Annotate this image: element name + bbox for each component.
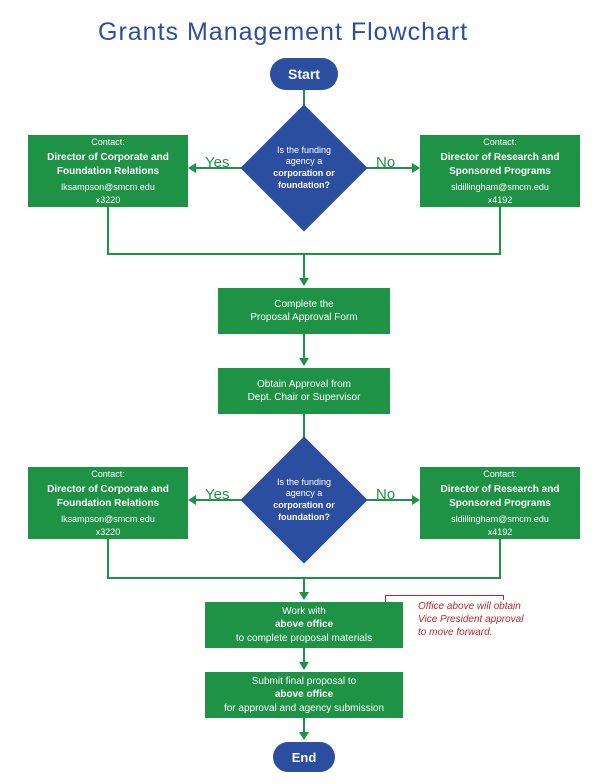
start-node: Start [270,58,338,90]
decision-funding-2-text: Is the funding agency a corporation or f… [254,472,354,528]
edge [303,253,501,255]
text: Contact: [91,136,125,148]
annotation-leader [385,595,503,596]
text: Is the funding [277,145,331,157]
contact-research-1: Contact: Director of Research and Sponso… [420,135,580,207]
step-complete-proposal-form: Complete the Proposal Approval Form [218,288,390,334]
edge [499,539,501,577]
contact-research-2: Contact: Director of Research and Sponso… [420,467,580,539]
edge-label-yes-1: Yes [205,154,229,171]
annotation-vp-approval: Office above will obtain Vice President … [418,600,523,639]
edge-label-yes-2: Yes [205,486,229,503]
arrowhead [299,732,309,740]
text: x3220 [96,526,121,538]
edge [303,577,501,579]
text: above office [275,688,333,702]
step-submit-final-proposal: Submit final proposal to above office fo… [205,672,403,718]
contact-corporate-2: Contact: Director of Corporate and Found… [28,467,188,539]
text: sldillingham@smcm.edu [451,181,549,193]
arrowhead [188,495,196,505]
edge [107,577,305,579]
arrowhead [188,163,196,173]
edge [107,539,109,577]
end-node: End [273,742,335,772]
text: x4192 [488,194,513,206]
text: for approval and agency submission [224,702,384,716]
text: Proposal Approval Form [250,311,357,325]
arrowhead [299,592,309,600]
text: Work with [282,605,326,619]
text: Is the funding [277,477,331,489]
text: corporation or [273,500,335,512]
flowchart-canvas: Grants Management Flowchart Start [0,0,605,784]
text: lksampson@smcm.edu [61,513,155,525]
step-work-with-office: Work with above office to complete propo… [205,602,403,648]
text: sldillingham@smcm.edu [451,513,549,525]
text: Director of Research and Sponsored Progr… [426,483,574,510]
text: Contact: [483,136,517,148]
text: Vice President approval [418,613,523,626]
text: to move forward. [418,626,523,639]
text: foundation? [278,512,330,524]
text: foundation? [278,180,330,192]
text: to complete proposal materials [236,632,372,646]
text: above office [275,618,333,632]
text: Obtain Approval from [257,378,351,392]
page-title: Grants Management Flowchart [98,18,468,47]
text: Complete the [274,298,333,312]
contact-corporate-1: Contact: Director of Corporate and Found… [28,135,188,207]
text: corporation or [273,168,335,180]
arrowhead [412,163,420,173]
text: Director of Corporate and Foundation Rel… [34,483,182,510]
edge-label-no-2: No [376,486,395,503]
edge [303,253,305,280]
edge [107,207,109,253]
edge [303,334,305,360]
edge [107,253,305,255]
arrowhead [299,358,309,366]
decision-funding-1-text: Is the funding agency a corporation or f… [254,140,354,196]
text: agency a [286,488,323,500]
text: Dept. Chair or Supervisor [248,391,361,405]
text: x3220 [96,194,121,206]
text: Contact: [483,468,517,480]
text: Director of Corporate and Foundation Rel… [34,151,182,178]
arrowhead [299,662,309,670]
text: Director of Research and Sponsored Progr… [426,151,574,178]
text: lksampson@smcm.edu [61,181,155,193]
text: Contact: [91,468,125,480]
edge [499,207,501,253]
step-obtain-approval: Obtain Approval from Dept. Chair or Supe… [218,368,390,414]
arrowhead [412,495,420,505]
arrowhead [299,278,309,286]
text: agency a [286,156,323,168]
text: Office above will obtain [418,600,523,613]
text: x4192 [488,526,513,538]
text: Submit final proposal to [252,675,357,689]
edge-label-no-1: No [376,154,395,171]
